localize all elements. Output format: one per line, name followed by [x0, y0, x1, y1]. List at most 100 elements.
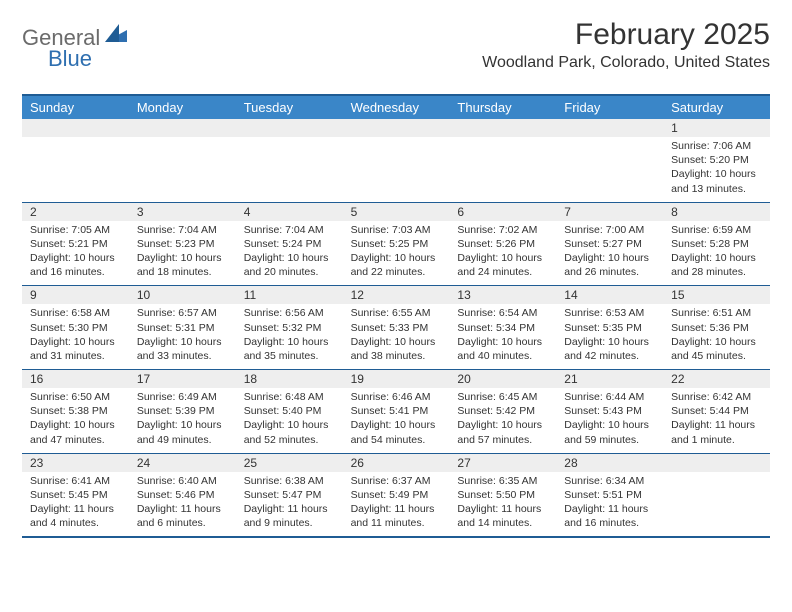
sunrise-text: Sunrise: 7:04 AM — [137, 223, 228, 237]
sunset-text: Sunset: 5:31 PM — [137, 321, 228, 335]
sunrise-text: Sunrise: 6:46 AM — [351, 390, 442, 404]
daylight-text: and 57 minutes. — [457, 433, 548, 447]
logo-mark-icon — [105, 24, 127, 47]
sunrise-text: Sunrise: 6:59 AM — [671, 223, 762, 237]
daylight-text: and 11 minutes. — [351, 516, 442, 530]
daylight-text: Daylight: 11 hours — [564, 502, 655, 516]
daylight-text: and 1 minute. — [671, 433, 762, 447]
date-data-cell — [343, 137, 450, 202]
date-number-cell: 12 — [343, 286, 450, 304]
month-title: February 2025 — [482, 18, 770, 52]
date-data-cell: Sunrise: 6:57 AMSunset: 5:31 PMDaylight:… — [129, 304, 236, 369]
date-number-cell: 26 — [343, 454, 450, 472]
daylight-text: Daylight: 10 hours — [457, 335, 548, 349]
daylight-text: and 33 minutes. — [137, 349, 228, 363]
date-number-cell: 5 — [343, 203, 450, 221]
sunset-text: Sunset: 5:23 PM — [137, 237, 228, 251]
date-number-cell: 18 — [236, 370, 343, 388]
sunrise-text: Sunrise: 7:06 AM — [671, 139, 762, 153]
daylight-text: and 52 minutes. — [244, 433, 335, 447]
logo-text-blue: Blue — [48, 46, 92, 71]
date-data-cell: Sunrise: 6:54 AMSunset: 5:34 PMDaylight:… — [449, 304, 556, 369]
title-block: February 2025 Woodland Park, Colorado, U… — [482, 18, 770, 72]
date-data-cell: Sunrise: 6:44 AMSunset: 5:43 PMDaylight:… — [556, 388, 663, 453]
sunset-text: Sunset: 5:33 PM — [351, 321, 442, 335]
daylight-text: and 16 minutes. — [564, 516, 655, 530]
location-text: Woodland Park, Colorado, United States — [482, 54, 770, 72]
sunrise-text: Sunrise: 6:57 AM — [137, 306, 228, 320]
date-data-cell: Sunrise: 7:06 AMSunset: 5:20 PMDaylight:… — [663, 137, 770, 202]
sunset-text: Sunset: 5:46 PM — [137, 488, 228, 502]
date-data-cell: Sunrise: 6:51 AMSunset: 5:36 PMDaylight:… — [663, 304, 770, 369]
sunset-text: Sunset: 5:36 PM — [671, 321, 762, 335]
day-header-cell: Wednesday — [343, 96, 450, 119]
daylight-text: Daylight: 10 hours — [244, 251, 335, 265]
daylight-text: Daylight: 10 hours — [244, 335, 335, 349]
daylight-text: Daylight: 10 hours — [564, 335, 655, 349]
date-data-cell: Sunrise: 7:02 AMSunset: 5:26 PMDaylight:… — [449, 221, 556, 286]
date-number-cell: 13 — [449, 286, 556, 304]
daylight-text: Daylight: 10 hours — [564, 251, 655, 265]
date-data-cell: Sunrise: 6:48 AMSunset: 5:40 PMDaylight:… — [236, 388, 343, 453]
sunset-text: Sunset: 5:32 PM — [244, 321, 335, 335]
daylight-text: Daylight: 10 hours — [351, 418, 442, 432]
calendar-week: 232425262728Sunrise: 6:41 AMSunset: 5:45… — [22, 454, 770, 539]
date-data-cell — [449, 137, 556, 202]
sunset-text: Sunset: 5:42 PM — [457, 404, 548, 418]
daylight-text: and 31 minutes. — [30, 349, 121, 363]
date-data-cell: Sunrise: 6:45 AMSunset: 5:42 PMDaylight:… — [449, 388, 556, 453]
sunset-text: Sunset: 5:27 PM — [564, 237, 655, 251]
daylight-text: and 42 minutes. — [564, 349, 655, 363]
sunrise-text: Sunrise: 6:40 AM — [137, 474, 228, 488]
sunrise-text: Sunrise: 6:55 AM — [351, 306, 442, 320]
daylight-text: Daylight: 10 hours — [137, 251, 228, 265]
calendar-grid: SundayMondayTuesdayWednesdayThursdayFrid… — [22, 94, 770, 538]
daylight-text: Daylight: 10 hours — [671, 251, 762, 265]
sunrise-text: Sunrise: 6:54 AM — [457, 306, 548, 320]
date-data-cell: Sunrise: 6:55 AMSunset: 5:33 PMDaylight:… — [343, 304, 450, 369]
sunset-text: Sunset: 5:51 PM — [564, 488, 655, 502]
date-data-cell: Sunrise: 7:03 AMSunset: 5:25 PMDaylight:… — [343, 221, 450, 286]
daylight-text: Daylight: 10 hours — [351, 251, 442, 265]
daylight-text: and 26 minutes. — [564, 265, 655, 279]
daylight-text: Daylight: 10 hours — [457, 251, 548, 265]
sunrise-text: Sunrise: 6:48 AM — [244, 390, 335, 404]
date-data-cell: Sunrise: 6:49 AMSunset: 5:39 PMDaylight:… — [129, 388, 236, 453]
date-number-cell: 27 — [449, 454, 556, 472]
date-number-cell — [22, 119, 129, 137]
sunset-text: Sunset: 5:20 PM — [671, 153, 762, 167]
sunrise-text: Sunrise: 6:44 AM — [564, 390, 655, 404]
date-data-cell: Sunrise: 6:56 AMSunset: 5:32 PMDaylight:… — [236, 304, 343, 369]
sunset-text: Sunset: 5:30 PM — [30, 321, 121, 335]
sunset-text: Sunset: 5:35 PM — [564, 321, 655, 335]
date-data-cell: Sunrise: 6:40 AMSunset: 5:46 PMDaylight:… — [129, 472, 236, 537]
date-number-cell: 23 — [22, 454, 129, 472]
daylight-text: and 40 minutes. — [457, 349, 548, 363]
daylight-text: and 13 minutes. — [671, 182, 762, 196]
date-number-cell — [663, 454, 770, 472]
daylight-text: Daylight: 11 hours — [30, 502, 121, 516]
sunrise-text: Sunrise: 6:37 AM — [351, 474, 442, 488]
date-data-cell: Sunrise: 7:05 AMSunset: 5:21 PMDaylight:… — [22, 221, 129, 286]
daylight-text: and 45 minutes. — [671, 349, 762, 363]
daylight-text: and 9 minutes. — [244, 516, 335, 530]
date-number-cell: 8 — [663, 203, 770, 221]
daylight-text: and 54 minutes. — [351, 433, 442, 447]
daylight-text: Daylight: 10 hours — [244, 418, 335, 432]
sunrise-text: Sunrise: 6:34 AM — [564, 474, 655, 488]
date-data-cell: Sunrise: 7:04 AMSunset: 5:24 PMDaylight:… — [236, 221, 343, 286]
sunrise-text: Sunrise: 7:00 AM — [564, 223, 655, 237]
date-number-cell: 16 — [22, 370, 129, 388]
date-number-cell: 7 — [556, 203, 663, 221]
date-data-cell: Sunrise: 6:59 AMSunset: 5:28 PMDaylight:… — [663, 221, 770, 286]
daylight-text: Daylight: 11 hours — [351, 502, 442, 516]
date-number-cell: 3 — [129, 203, 236, 221]
daylight-text: and 49 minutes. — [137, 433, 228, 447]
date-number-cell: 28 — [556, 454, 663, 472]
date-data-cell: Sunrise: 6:37 AMSunset: 5:49 PMDaylight:… — [343, 472, 450, 537]
date-number-cell: 25 — [236, 454, 343, 472]
daylight-text: Daylight: 10 hours — [30, 418, 121, 432]
day-header-cell: Sunday — [22, 96, 129, 119]
sunset-text: Sunset: 5:24 PM — [244, 237, 335, 251]
day-header-cell: Thursday — [449, 96, 556, 119]
